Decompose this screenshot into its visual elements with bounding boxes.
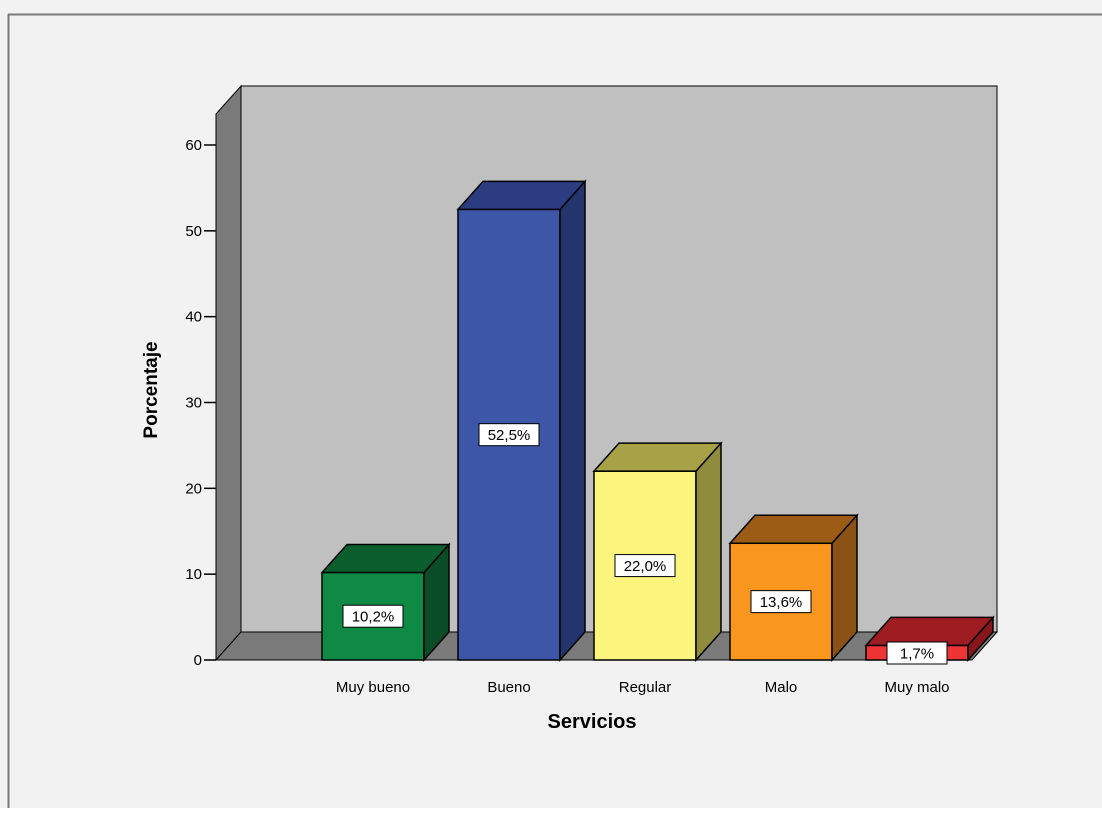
x-tick-label: Bueno xyxy=(487,679,530,696)
data-label-box xyxy=(750,590,812,614)
y-tick-label: 10 xyxy=(185,566,202,583)
bar-top xyxy=(320,543,451,574)
bars-group: 10,2% 52,5% 22,0% 13,6% 1,7% xyxy=(320,179,995,665)
data-label-box xyxy=(614,554,676,578)
bar: 22,0% xyxy=(592,441,723,662)
x-tick-label: Muy bueno xyxy=(336,679,410,696)
bar-top xyxy=(456,180,587,211)
data-label-box xyxy=(886,641,948,665)
y-tick-label: 30 xyxy=(185,395,202,412)
x-axis-title: Servicios xyxy=(548,711,637,733)
bar: 10,2% xyxy=(320,542,451,662)
y-axis: 0 10 20 30 40 50 60 xyxy=(185,137,216,669)
x-axis: Muy bueno Bueno Regular Malo Muy malo xyxy=(336,679,950,696)
bar-top xyxy=(592,442,723,472)
data-label-box xyxy=(478,423,540,447)
x-tick-label: Malo xyxy=(765,679,798,696)
data-label: 13,6% xyxy=(760,594,803,611)
data-label: 10,2% xyxy=(352,609,395,626)
y-tick-label: 40 xyxy=(185,309,202,326)
bar: 52,5% xyxy=(456,179,587,662)
y-tick-label: 60 xyxy=(185,137,202,154)
bar: 13,6% xyxy=(728,513,859,662)
x-tick-label: Regular xyxy=(619,679,672,696)
data-label: 1,7% xyxy=(900,646,934,663)
bar-top xyxy=(728,514,859,545)
x-tick-label: Muy malo xyxy=(884,679,949,696)
bar-side xyxy=(695,441,722,662)
data-label-box xyxy=(342,604,404,628)
bar-side xyxy=(559,179,586,662)
y-tick-label: 20 xyxy=(185,480,202,497)
bar: 1,7% xyxy=(864,615,995,665)
y-tick-label: 50 xyxy=(185,223,202,240)
y-tick-label: 0 xyxy=(194,652,202,669)
data-label: 22,0% xyxy=(624,558,667,575)
data-label: 52,5% xyxy=(488,427,531,444)
y-axis-title: Porcentaje xyxy=(141,341,162,438)
plot-left-wall xyxy=(215,84,242,662)
